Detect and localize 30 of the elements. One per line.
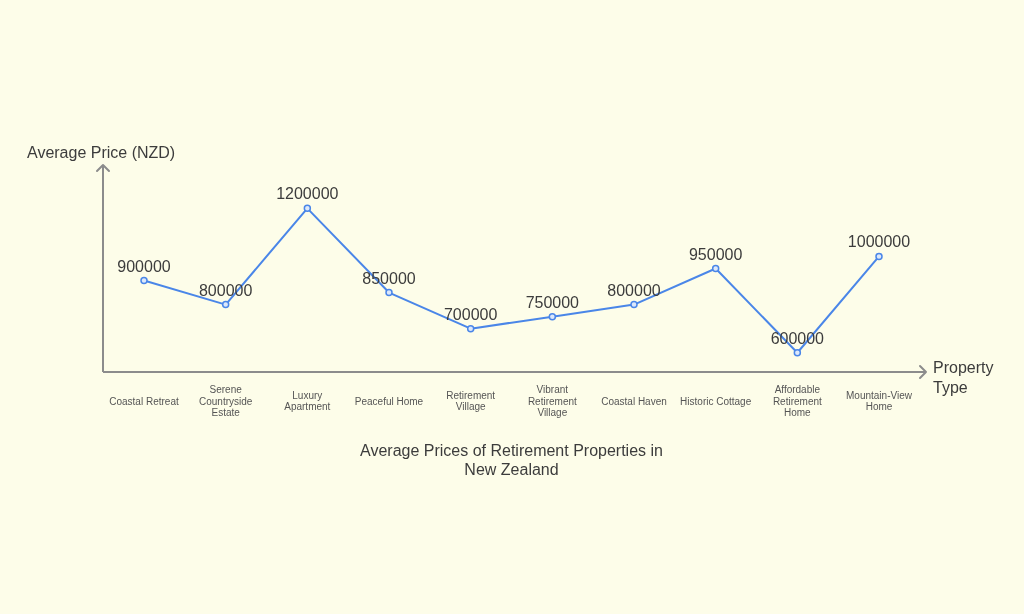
x-tick-label: Peaceful Home <box>354 395 424 407</box>
y-axis-title: Average Price (NZD) <box>27 143 176 161</box>
x-tick-label: Retirement Village <box>446 389 496 413</box>
data-label: 750000 <box>525 293 580 311</box>
x-tick-label: Affordable Retirement Home <box>772 384 823 418</box>
x-tick-label: Mountain-View Home <box>846 389 913 413</box>
x-axis-title: Property Type <box>933 358 994 396</box>
point <box>630 300 638 309</box>
point <box>711 264 720 273</box>
point <box>221 300 230 309</box>
data-label: 700000 <box>443 305 498 323</box>
data-label: 800000 <box>607 281 661 299</box>
x-tick-label: Coastal Retreat <box>109 395 179 407</box>
data-label: 950000 <box>688 245 743 263</box>
x-tick-label: Vibrant Retirement Village <box>527 384 578 418</box>
data-label: 1200000 <box>276 185 339 203</box>
point <box>548 312 557 321</box>
x-tick-label: Coastal Haven <box>601 395 667 407</box>
x-tick-label: Luxury Apartment <box>284 389 331 413</box>
point <box>875 252 883 261</box>
data-label: 900000 <box>117 257 171 275</box>
point <box>140 276 148 285</box>
point <box>793 348 802 357</box>
x-tick-label: Serene Countryside Estate <box>198 384 253 418</box>
x-tick-label: Historic Cottage <box>680 395 752 407</box>
point <box>385 288 393 297</box>
point <box>466 324 475 333</box>
text: Average Prices of Retirement Properties in New Zealand <box>360 441 663 478</box>
data-label: 1000000 <box>847 233 911 251</box>
point <box>303 204 312 213</box>
